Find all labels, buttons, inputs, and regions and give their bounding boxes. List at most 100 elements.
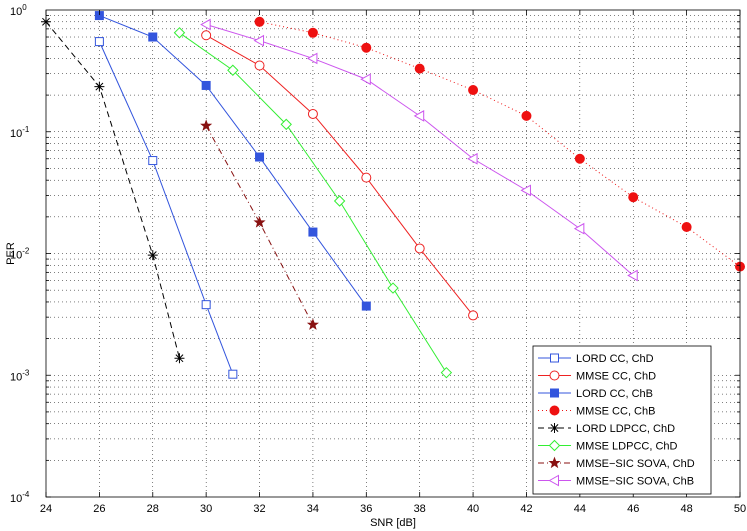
- data-point: [440, 366, 453, 379]
- data-point: [307, 108, 318, 119]
- y-tick-label: 10-4: [10, 490, 30, 505]
- legend-entry: MMSE CC, ChB: [538, 405, 655, 418]
- data-point: [148, 156, 158, 166]
- data-point: [201, 80, 211, 90]
- data-point: [414, 63, 425, 74]
- data-point: [200, 18, 211, 31]
- legend-marker: [549, 405, 560, 416]
- data-point: [94, 37, 104, 47]
- y-tick-label: 10-3: [10, 368, 30, 383]
- data-point: [628, 192, 639, 203]
- data-point: [361, 301, 371, 311]
- data-point: [201, 30, 212, 41]
- x-tick-label: 38: [414, 503, 426, 515]
- data-point: [228, 369, 238, 379]
- x-tick-label: 44: [574, 503, 586, 515]
- series-line: [205, 125, 314, 325]
- x-axis-title: SNR [dB]: [370, 517, 416, 529]
- data-point: [468, 85, 479, 96]
- legend-entry: MMSE−SIC SOVA, ChD: [538, 456, 695, 470]
- data-point: [148, 32, 158, 42]
- legend-marker: [549, 423, 560, 433]
- legend-entry: MMSE LDPCC, ChD: [538, 439, 678, 453]
- legend-entry: LORD CC, ChD: [538, 353, 654, 365]
- data-point: [308, 227, 318, 237]
- series-group-1: [201, 30, 479, 321]
- x-tick-label: 50: [734, 503, 746, 515]
- data-point: [387, 282, 399, 294]
- series-group-0: [94, 37, 238, 379]
- legend-label: LORD CC, ChD: [576, 353, 654, 365]
- legend-entry: MMSE CC, ChD: [538, 370, 656, 383]
- legend-label: MMSE−SIC SOVA, ChD: [576, 458, 695, 470]
- data-point: [468, 310, 479, 321]
- series-group-2: [94, 11, 371, 311]
- data-point: [681, 222, 692, 233]
- data-point: [307, 27, 318, 38]
- data-point: [200, 119, 213, 131]
- data-point: [573, 222, 585, 235]
- legend-marker: [548, 474, 559, 487]
- legend-entry: LORD LDPCC, ChD: [538, 423, 675, 435]
- legend-label: LORD LDPCC, ChD: [576, 423, 675, 435]
- x-tick-label: 46: [627, 503, 639, 515]
- data-point: [414, 243, 425, 254]
- series-layer: [41, 11, 745, 379]
- series-group-5: [173, 27, 453, 379]
- legend-label: MMSE CC, ChB: [576, 406, 655, 418]
- x-tick-label: 30: [200, 503, 212, 515]
- data-point: [254, 60, 265, 71]
- data-point: [360, 73, 371, 86]
- x-tick-label: 48: [680, 503, 692, 515]
- legend: LORD CC, ChD MMSE CC, ChD LORD CC, ChB MMSE…: [532, 345, 712, 495]
- y-tick-label: 10-2: [10, 247, 30, 262]
- x-tick-label: 36: [360, 503, 372, 515]
- data-point: [201, 300, 211, 310]
- axis-ticks: 24 26 28 30 32 34 36 38 40 42 44 46 48 50 100 10-1 10-2 1…: [10, 3, 746, 515]
- x-tick-label: 24: [40, 503, 52, 515]
- legend-marker: [548, 456, 561, 469]
- data-point: [413, 110, 425, 122]
- data-point: [521, 110, 532, 121]
- series-group-6: [200, 119, 319, 330]
- data-point: [306, 318, 319, 330]
- legend-label: MMSE−SIC SOVA, ChB: [576, 476, 694, 488]
- data-point: [227, 64, 239, 76]
- data-point: [280, 118, 292, 131]
- data-point: [627, 269, 638, 282]
- data-point: [254, 16, 265, 27]
- y-axis-title: PER: [5, 242, 17, 265]
- data-point: [520, 184, 531, 197]
- x-tick-label: 26: [93, 503, 105, 515]
- data-point: [147, 250, 158, 261]
- data-point: [255, 152, 265, 162]
- y-tick-label: 100: [10, 3, 27, 18]
- data-point: [467, 152, 478, 165]
- series-line: [259, 21, 741, 268]
- legend-label: LORD CC, ChB: [576, 388, 653, 400]
- x-tick-label: 34: [307, 503, 319, 515]
- legend-label: MMSE LDPCC, ChD: [576, 441, 678, 453]
- x-tick-label: 42: [520, 503, 532, 515]
- data-point: [574, 153, 585, 164]
- legend-entry: LORD CC, ChB: [538, 388, 653, 400]
- legend-marker: [548, 439, 561, 452]
- series-group-7: [200, 18, 638, 282]
- data-point: [94, 81, 105, 92]
- legend-entry: MMSE−SIC SOVA, ChB: [538, 474, 694, 488]
- series-line: [205, 34, 474, 316]
- series-line: [99, 15, 367, 307]
- y-tick-label: 10-1: [10, 125, 30, 140]
- data-point: [333, 195, 346, 207]
- x-tick-label: 28: [147, 503, 159, 515]
- data-point: [306, 52, 318, 65]
- x-tick-label: 32: [253, 503, 265, 515]
- series-line: [179, 32, 447, 373]
- data-point: [361, 172, 372, 183]
- data-point: [361, 42, 372, 53]
- legend-marker: [550, 388, 559, 398]
- x-tick-label: 40: [467, 503, 479, 515]
- legend-box: [532, 345, 712, 495]
- data-point: [174, 353, 185, 364]
